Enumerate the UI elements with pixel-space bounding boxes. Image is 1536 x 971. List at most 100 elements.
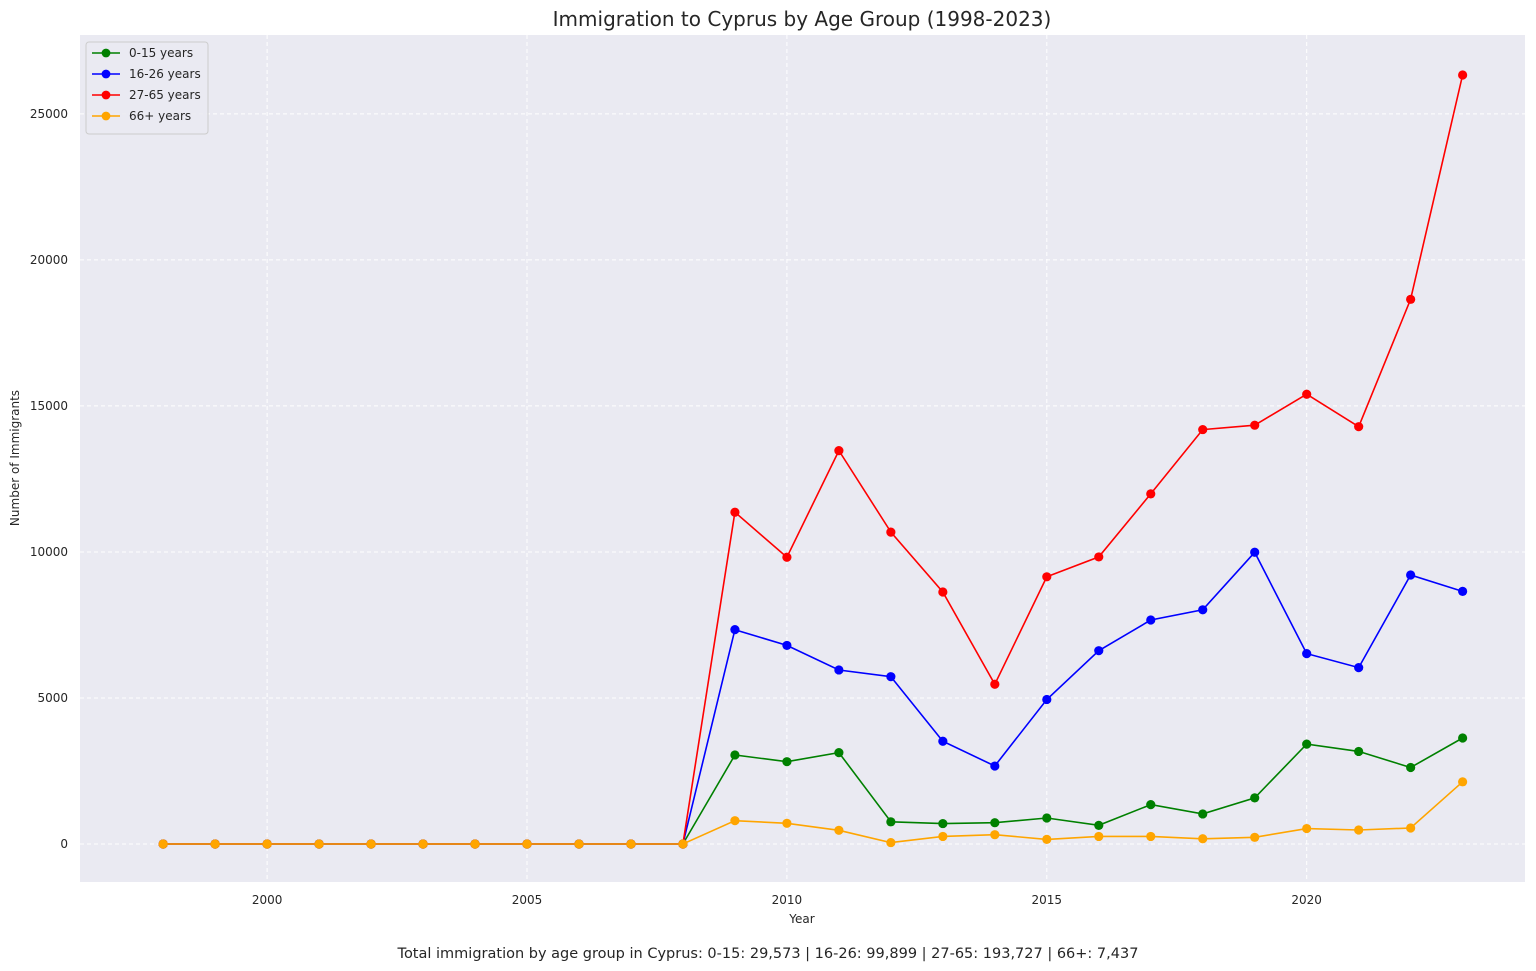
data-point xyxy=(1042,694,1052,705)
x-tick-label: 2005 xyxy=(512,893,543,907)
data-point xyxy=(626,839,636,849)
data-point xyxy=(1042,813,1052,823)
y-tick-label: 0 xyxy=(60,837,68,851)
data-point xyxy=(730,507,740,517)
data-point xyxy=(1042,572,1052,582)
data-point xyxy=(886,817,896,827)
series-3 xyxy=(158,777,1468,849)
legend: 0-15 years 16-26 years 27-65 years 66+ year… xyxy=(85,41,209,135)
data-point xyxy=(938,831,948,842)
legend-item: 0-15 years xyxy=(92,46,193,60)
data-point xyxy=(1250,420,1260,430)
legend-label: 16-26 years xyxy=(129,67,201,81)
chart-title: Immigration to Cyprus by Age Group (1998… xyxy=(553,7,1052,31)
data-point xyxy=(990,818,1000,828)
data-point xyxy=(158,839,168,849)
data-point xyxy=(1406,294,1416,304)
data-point xyxy=(1302,739,1312,749)
data-point xyxy=(782,818,792,828)
data-point xyxy=(1406,762,1416,773)
data-point xyxy=(1042,834,1052,844)
plot-area xyxy=(80,35,1525,882)
data-point xyxy=(470,839,480,849)
data-point xyxy=(1198,605,1208,615)
data-point xyxy=(1250,793,1260,803)
data-point xyxy=(1198,809,1208,819)
data-point xyxy=(1354,663,1364,673)
data-point xyxy=(1354,825,1364,835)
data-point xyxy=(1146,489,1156,499)
data-point xyxy=(1146,800,1156,810)
series-line xyxy=(163,781,1464,845)
data-point xyxy=(678,839,688,849)
data-point xyxy=(782,757,792,767)
data-point xyxy=(1198,424,1208,435)
data-point xyxy=(574,839,584,849)
data-point xyxy=(1094,646,1104,656)
legend-item: 66+ years xyxy=(92,109,191,123)
data-point xyxy=(1406,570,1416,580)
legend-label: 27-65 years xyxy=(129,88,201,102)
data-point xyxy=(990,679,1000,689)
data-point xyxy=(730,625,740,635)
data-point xyxy=(730,816,740,826)
legend-frame xyxy=(85,41,209,135)
data-point xyxy=(1094,552,1104,562)
legend-label: 66+ years xyxy=(129,109,191,123)
data-point xyxy=(210,839,220,849)
y-tick-label: 15000 xyxy=(30,399,68,413)
summary-annotation: Total immigration by age group in Cyprus… xyxy=(397,946,1139,962)
data-point xyxy=(1094,831,1104,842)
data-point xyxy=(886,672,896,682)
data-point xyxy=(990,830,1000,840)
data-point xyxy=(1302,649,1312,659)
y-axis-label: Number of Immigrants xyxy=(8,390,22,526)
data-point xyxy=(1458,70,1468,80)
data-point xyxy=(834,825,844,835)
data-point xyxy=(1458,586,1468,596)
data-point xyxy=(1458,733,1468,743)
data-point xyxy=(730,750,740,760)
y-tick-label: 20000 xyxy=(30,253,68,267)
legend-marker-swatch xyxy=(101,90,111,100)
legend-marker-swatch xyxy=(101,69,111,79)
data-point xyxy=(834,446,844,456)
data-point xyxy=(418,839,428,849)
data-point xyxy=(1302,389,1312,399)
data-point xyxy=(1198,834,1208,844)
legend-item: 27-65 years xyxy=(92,88,201,102)
x-tick-label: 2000 xyxy=(252,893,283,907)
x-tick-label: 2015 xyxy=(1032,893,1063,907)
x-axis-label: Year xyxy=(788,912,814,926)
legend-item: 16-26 years xyxy=(92,67,201,81)
data-point xyxy=(1250,832,1260,842)
data-point xyxy=(366,839,376,849)
data-point xyxy=(782,552,792,562)
y-tick-label: 10000 xyxy=(30,545,68,559)
data-point xyxy=(990,761,1000,771)
data-point xyxy=(1250,547,1260,557)
data-point xyxy=(1094,820,1104,830)
data-point xyxy=(834,748,844,758)
data-point xyxy=(262,839,272,849)
y-tick-label: 5000 xyxy=(37,691,68,705)
legend-marker-swatch xyxy=(101,48,111,58)
y-axis-ticks: 0 5000 10000 15000 20000 25000 xyxy=(30,107,68,851)
data-point xyxy=(1458,777,1468,787)
legend-marker-swatch xyxy=(101,111,111,121)
data-point xyxy=(1406,823,1416,833)
x-tick-label: 2020 xyxy=(1291,893,1322,907)
x-axis-ticks: 2000 2005 2010 2015 2020 xyxy=(252,893,1322,907)
grid-lines xyxy=(80,35,1525,882)
legend-label: 0-15 years xyxy=(129,46,193,60)
data-point xyxy=(938,818,948,829)
data-point xyxy=(938,587,948,597)
data-point xyxy=(1302,823,1312,834)
x-tick-label: 2010 xyxy=(772,893,803,907)
data-point xyxy=(1146,615,1156,625)
y-tick-label: 25000 xyxy=(30,107,68,121)
series-group xyxy=(158,70,1468,849)
data-point xyxy=(886,837,896,848)
data-point xyxy=(1354,746,1364,757)
